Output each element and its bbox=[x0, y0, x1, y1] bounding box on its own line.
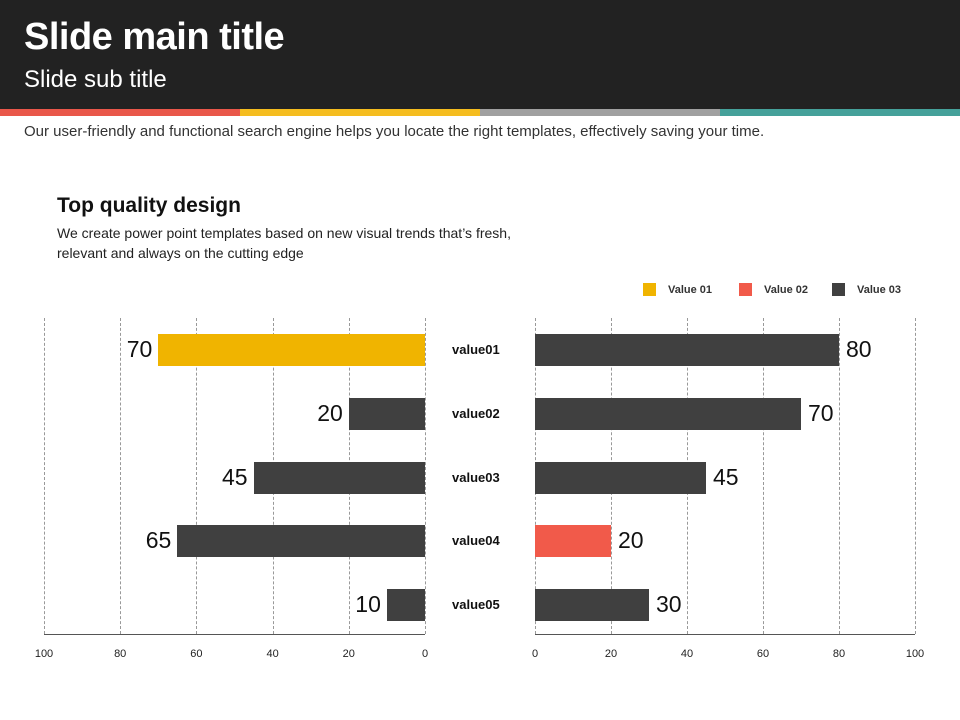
category-label: value05 bbox=[452, 597, 500, 612]
tick-label: 100 bbox=[905, 648, 925, 660]
gridline bbox=[425, 318, 426, 634]
bar-left-value01 bbox=[158, 334, 425, 366]
tick-label: 60 bbox=[190, 648, 203, 660]
x-axis-left bbox=[44, 634, 425, 635]
legend-item: Value 03 bbox=[832, 283, 901, 296]
data-label: 20 bbox=[618, 527, 644, 553]
bar-left-value02 bbox=[348, 398, 425, 430]
legend-swatch bbox=[643, 283, 656, 296]
gridline bbox=[44, 318, 45, 634]
bar-right-value01 bbox=[535, 334, 839, 366]
bar-right-value04 bbox=[535, 525, 611, 557]
category-label: value02 bbox=[452, 406, 500, 421]
bar-right-value02 bbox=[535, 398, 801, 430]
gridline bbox=[120, 318, 122, 634]
color-strip bbox=[0, 109, 240, 116]
bar-left-value05 bbox=[386, 589, 425, 621]
category-label: value01 bbox=[452, 342, 500, 357]
data-label: 80 bbox=[846, 336, 872, 362]
gridline bbox=[839, 318, 840, 634]
tick-label: 100 bbox=[34, 648, 54, 660]
data-label: 45 bbox=[713, 464, 739, 490]
bar-right-value03 bbox=[535, 462, 706, 494]
x-axis-right bbox=[535, 634, 915, 635]
tick-label: 0 bbox=[421, 648, 429, 660]
legend-swatch bbox=[739, 283, 752, 296]
gridline bbox=[763, 318, 764, 634]
legend-label: Value 03 bbox=[857, 283, 902, 296]
tick-label: 40 bbox=[266, 648, 279, 660]
legend-swatch bbox=[832, 283, 845, 296]
tick-label: 80 bbox=[114, 648, 127, 660]
section-text: We create power point templates based on… bbox=[57, 225, 511, 261]
tick-label: 60 bbox=[756, 648, 770, 660]
data-label: 10 bbox=[355, 591, 381, 617]
legend-item: Value 01 bbox=[643, 283, 712, 296]
tick-label: 80 bbox=[832, 648, 846, 660]
tick-label: 0 bbox=[531, 648, 539, 660]
gridline bbox=[196, 318, 198, 634]
section-heading: Top quality design bbox=[57, 194, 241, 217]
category-label: value03 bbox=[452, 470, 500, 485]
tick-label: 40 bbox=[680, 648, 694, 660]
bar-right-value05 bbox=[535, 589, 649, 621]
legend-label: Value 01 bbox=[668, 283, 713, 296]
color-strip bbox=[720, 109, 960, 116]
data-label: 70 bbox=[808, 400, 834, 426]
color-strip bbox=[240, 109, 480, 116]
data-label: 70 bbox=[126, 336, 153, 362]
bar-left-value04 bbox=[177, 525, 425, 557]
data-label: 65 bbox=[145, 527, 172, 553]
data-label: 45 bbox=[221, 464, 248, 490]
data-label: 30 bbox=[656, 591, 682, 617]
category-label: value04 bbox=[452, 533, 500, 548]
slide-title: Slide main title bbox=[24, 16, 285, 58]
tick-label: 20 bbox=[604, 648, 618, 660]
legend-item: Value 02 bbox=[739, 283, 808, 296]
slide-description: Our user-friendly and functional search … bbox=[24, 123, 765, 140]
data-label: 20 bbox=[317, 400, 343, 426]
gridline bbox=[915, 318, 916, 634]
header-bar bbox=[0, 0, 960, 109]
tick-label: 20 bbox=[342, 648, 355, 660]
legend-label: Value 02 bbox=[764, 283, 809, 296]
color-strip bbox=[480, 109, 720, 116]
bar-left-value03 bbox=[253, 462, 425, 494]
slide-subtitle: Slide sub title bbox=[24, 66, 167, 93]
